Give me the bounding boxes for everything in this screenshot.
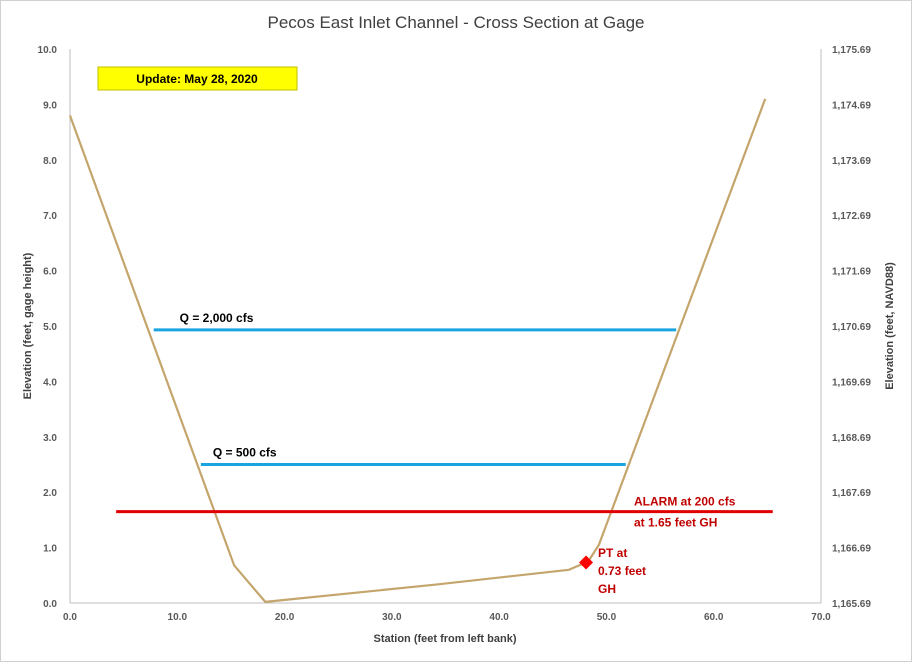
y-tick-label: 4.0 — [43, 377, 57, 388]
pt-marker — [579, 555, 594, 570]
y-axis-label: Elevation (feet, gage height) — [22, 252, 34, 399]
y2-tick-label: 1,173.69 — [832, 156, 871, 167]
y-tick-label: 2.0 — [43, 488, 57, 499]
series — [68, 98, 773, 604]
y2-tick-label: 1,169.69 — [832, 377, 871, 388]
cross-section-line — [68, 98, 767, 604]
y2-tick-label: 1,166.69 — [832, 544, 871, 555]
y-tick-label: 9.0 — [43, 100, 57, 111]
axes — [69, 49, 822, 604]
y2-tick-label: 1,168.69 — [832, 433, 871, 444]
y-tick-label: 7.0 — [43, 211, 57, 222]
alarm-label-line2: at 1.65 feet GH — [634, 516, 717, 530]
y-tick-label: 1.0 — [43, 544, 57, 555]
flow-line-label: Q = 500 cfs — [213, 446, 277, 460]
update-badge-box — [97, 66, 298, 91]
y2-tick-label: 1,171.69 — [832, 267, 871, 278]
y2-tick-label: 1,170.69 — [832, 322, 871, 333]
update-badge: Update: May 28, 2020 — [97, 66, 298, 91]
y2-tick-label: 1,172.69 — [832, 211, 871, 222]
x-tick-label: 20.0 — [275, 612, 295, 623]
x-tick-label: 10.0 — [168, 612, 188, 623]
pt-label-line: PT at — [598, 546, 627, 560]
x-tick-label: 40.0 — [489, 612, 509, 623]
alarm-label-line1: ALARM at 200 cfs — [634, 495, 736, 509]
pt-label-line: GH — [598, 582, 616, 596]
y2-axis-label: Elevation (feet, NAVD88) — [884, 262, 896, 390]
x-tick-label: 0.0 — [63, 612, 77, 623]
y2-tick-label: 1,175.69 — [832, 45, 871, 56]
y-tick-label: 6.0 — [43, 267, 57, 278]
y2-tick-label: 1,167.69 — [832, 488, 871, 499]
y-tick-label: 0.0 — [43, 599, 57, 610]
labels: Q = 2,000 cfs Q = 500 cfs ALARM at 200 cfs… — [180, 311, 736, 596]
x-tick-label: 70.0 — [811, 612, 831, 623]
x-tick-label: 50.0 — [597, 612, 617, 623]
update-badge-text: Update: May 28, 2020 — [136, 72, 258, 86]
y2-tick-label: 1,174.69 — [832, 100, 871, 111]
x-tick-label: 60.0 — [704, 612, 724, 623]
x-axis-label: Station (feet from left bank) — [373, 633, 516, 645]
x-tick-label: 30.0 — [382, 612, 402, 623]
chart-title: Pecos East Inlet Channel - Cross Section… — [267, 13, 644, 32]
y2-tick-label: 1,165.69 — [832, 599, 871, 610]
y-tick-label: 3.0 — [43, 433, 57, 444]
y-tick-label: 8.0 — [43, 156, 57, 167]
y-tick-label: 10.0 — [38, 45, 58, 56]
flow-line-label: Q = 2,000 cfs — [180, 311, 254, 325]
ticks: 0.0 10.0 20.0 30.0 40.0 50.0 60.0 70.0 0.0 1.0 2.0… — [38, 45, 872, 623]
pt-label-line: 0.73 feet — [598, 564, 646, 578]
y-tick-label: 5.0 — [43, 322, 57, 333]
